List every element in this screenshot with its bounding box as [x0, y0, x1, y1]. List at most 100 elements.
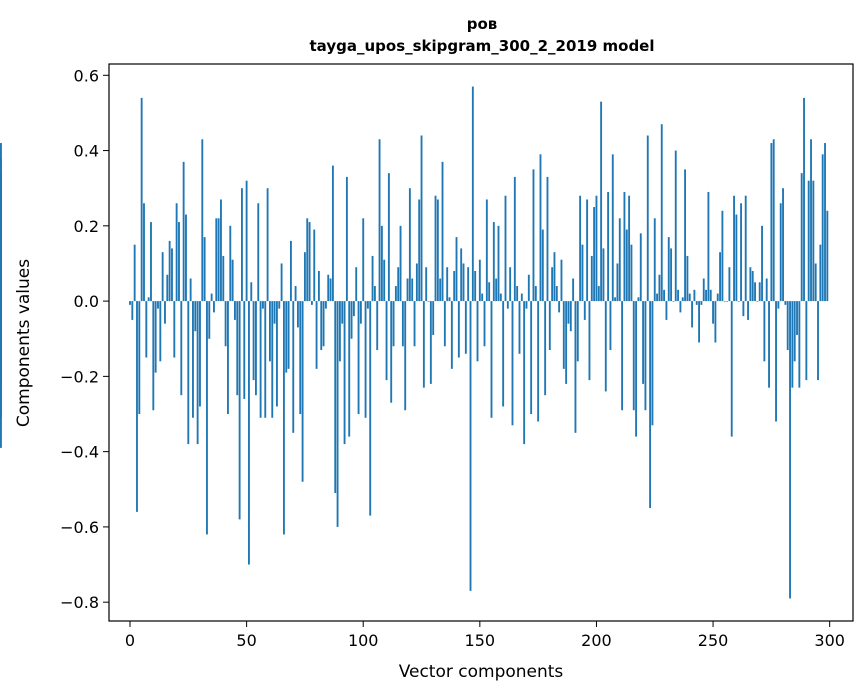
bar: [469, 301, 472, 591]
bar: [642, 301, 645, 384]
bar: [485, 199, 488, 302]
bar: [712, 301, 714, 324]
bar: [600, 101, 603, 302]
bar: [434, 195, 437, 302]
bar: [446, 267, 449, 302]
bar: [567, 301, 570, 324]
bar: [299, 301, 302, 415]
bar: [597, 286, 600, 302]
bar: [723, 301, 726, 302]
bar: [255, 301, 257, 396]
y-tick-label: 0.6: [74, 66, 99, 85]
bar: [539, 154, 542, 302]
bar: [210, 293, 213, 302]
bar: [483, 301, 486, 347]
bar: [604, 301, 607, 392]
bar: [222, 255, 225, 302]
bar: [411, 278, 414, 302]
bar: [338, 301, 341, 362]
bar: [392, 301, 395, 347]
bar: [268, 301, 271, 362]
bar: [366, 301, 369, 309]
bar: [208, 301, 211, 339]
bar: [173, 301, 176, 358]
bar: [271, 301, 274, 418]
x-tick-label: 250: [698, 631, 729, 650]
x-tick-label: 300: [814, 631, 845, 650]
bar: [800, 173, 803, 302]
bar: [700, 301, 703, 305]
bar: [742, 301, 745, 317]
x-tick-label: 50: [236, 631, 256, 650]
bar: [252, 301, 255, 381]
bar: [157, 301, 159, 309]
bar: [476, 301, 479, 362]
bar: [511, 301, 514, 426]
x-axis-ticks: 0 50 100 150 200 250 300: [125, 621, 845, 650]
bar: [779, 203, 782, 302]
bar: [621, 301, 624, 411]
bar: [702, 278, 705, 302]
bar: [737, 301, 740, 302]
bar: [467, 267, 470, 302]
bar: [709, 289, 712, 302]
bar: [810, 139, 812, 302]
bar: [178, 222, 180, 302]
bar: [674, 150, 677, 302]
bar: [681, 297, 684, 302]
bar: [719, 252, 721, 302]
bar: [541, 229, 544, 302]
bar: [635, 301, 638, 437]
bar: [686, 255, 689, 302]
bar: [161, 252, 164, 302]
bar: [814, 263, 817, 302]
bar: [768, 301, 770, 388]
bar: [593, 207, 596, 302]
bar: [490, 301, 493, 418]
bar: [581, 244, 584, 302]
bar: [185, 214, 187, 302]
bar: [616, 263, 619, 302]
bar: [586, 199, 589, 302]
bar: [159, 301, 162, 362]
bar: [192, 301, 194, 418]
bar: [807, 180, 810, 302]
bar: [786, 301, 789, 351]
bar: [383, 259, 386, 302]
x-tick-label: 150: [465, 631, 496, 650]
bar: [630, 244, 633, 302]
bar: [651, 301, 654, 426]
bar: [329, 278, 332, 302]
bar: [562, 301, 565, 369]
bar: [670, 248, 673, 302]
bar: [143, 203, 145, 302]
bar: [315, 301, 318, 369]
bar: [663, 289, 666, 302]
bar: [432, 301, 435, 335]
bar: [532, 169, 535, 302]
bar: [721, 210, 724, 302]
bar: [348, 301, 351, 437]
bar: [625, 229, 628, 302]
bar: [320, 301, 323, 351]
bar: [243, 301, 246, 399]
bar: [275, 301, 278, 407]
bar: [310, 301, 313, 305]
bar: [733, 195, 735, 302]
bar: [189, 278, 192, 302]
bar: [728, 267, 731, 302]
bar: [171, 248, 173, 302]
bar: [257, 203, 260, 302]
bar: [294, 286, 297, 302]
bar: [131, 301, 134, 320]
bar: [371, 255, 374, 302]
bar: [609, 301, 612, 351]
bar: [404, 301, 407, 411]
bar: [726, 301, 728, 302]
bar: [527, 274, 530, 302]
bar: [194, 301, 197, 332]
bar: [572, 278, 575, 302]
bar: [628, 195, 631, 302]
bar: [324, 301, 327, 309]
